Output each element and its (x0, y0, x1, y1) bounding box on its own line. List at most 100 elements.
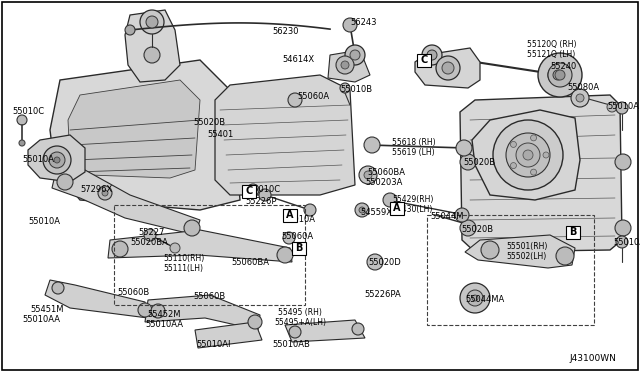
Text: 55044M: 55044M (430, 212, 463, 221)
Text: 55080A: 55080A (567, 83, 599, 92)
Circle shape (345, 45, 365, 65)
Circle shape (17, 115, 27, 125)
Circle shape (422, 45, 442, 65)
Circle shape (340, 83, 350, 93)
Circle shape (288, 93, 302, 107)
Bar (114, 205, 305, 305)
Circle shape (125, 25, 135, 35)
Text: 55020BA: 55020BA (130, 238, 168, 247)
Circle shape (248, 315, 262, 329)
Circle shape (289, 326, 301, 338)
Circle shape (615, 220, 631, 236)
Text: 55010AA: 55010AA (145, 320, 183, 329)
Circle shape (144, 47, 160, 63)
Polygon shape (50, 60, 240, 210)
Text: 55120Q (RH): 55120Q (RH) (527, 40, 577, 49)
Circle shape (102, 190, 108, 196)
Text: 55010A: 55010A (22, 155, 54, 164)
Circle shape (304, 204, 316, 216)
Circle shape (607, 102, 617, 112)
Text: 55010A: 55010A (613, 238, 640, 247)
Text: 55044MA: 55044MA (465, 295, 504, 304)
Circle shape (352, 323, 364, 335)
Circle shape (472, 295, 478, 301)
Circle shape (43, 146, 71, 174)
Circle shape (146, 16, 158, 28)
Circle shape (247, 184, 259, 196)
Text: 55495 (RH): 55495 (RH) (278, 308, 322, 317)
Text: 55010AI: 55010AI (196, 340, 230, 349)
Circle shape (467, 290, 483, 306)
Bar (566, 225, 580, 238)
Text: A: A (286, 210, 294, 220)
Text: 55111(LH): 55111(LH) (163, 264, 203, 273)
Polygon shape (145, 295, 260, 330)
Circle shape (170, 243, 180, 253)
Circle shape (364, 171, 372, 179)
Circle shape (359, 166, 377, 184)
Text: 56243: 56243 (350, 18, 376, 27)
Circle shape (364, 137, 380, 153)
Polygon shape (465, 235, 575, 268)
Text: 55010B: 55010B (340, 85, 372, 94)
Polygon shape (460, 95, 622, 252)
Circle shape (531, 135, 536, 141)
Text: 54614X: 54614X (282, 55, 314, 64)
Text: 54559X: 54559X (360, 208, 392, 217)
Circle shape (481, 241, 499, 259)
Text: 55430(LH): 55430(LH) (392, 205, 433, 214)
Text: 55226P: 55226P (245, 197, 276, 206)
Text: 55240: 55240 (550, 62, 576, 71)
Circle shape (511, 141, 516, 147)
Circle shape (538, 53, 582, 97)
Circle shape (277, 247, 293, 263)
Circle shape (350, 50, 360, 60)
Text: 55060BA: 55060BA (231, 258, 269, 267)
Text: 55452M: 55452M (147, 310, 180, 319)
Circle shape (283, 232, 295, 244)
Circle shape (543, 152, 549, 158)
Circle shape (516, 143, 540, 167)
Text: 55121Q (LH): 55121Q (LH) (527, 50, 575, 59)
Circle shape (259, 189, 271, 201)
Circle shape (367, 254, 383, 270)
Circle shape (455, 208, 469, 222)
Text: 55226PA: 55226PA (364, 290, 401, 299)
Polygon shape (415, 48, 480, 88)
Text: 55495+A(LH): 55495+A(LH) (274, 318, 326, 327)
Text: 55020B: 55020B (461, 225, 493, 234)
Circle shape (383, 193, 397, 207)
Text: 55060B: 55060B (117, 288, 149, 297)
Circle shape (140, 10, 164, 34)
Text: 55429(RH): 55429(RH) (392, 195, 433, 204)
Circle shape (523, 150, 533, 160)
Text: 55618 (RH): 55618 (RH) (392, 138, 436, 147)
Text: 55020B: 55020B (463, 158, 495, 167)
Circle shape (184, 220, 200, 236)
Polygon shape (28, 135, 85, 182)
Text: 55010AA: 55010AA (22, 315, 60, 324)
Circle shape (493, 120, 563, 190)
Polygon shape (328, 50, 370, 82)
Text: 55020B: 55020B (193, 118, 225, 127)
Circle shape (359, 207, 365, 213)
Bar (390, 202, 404, 215)
Circle shape (616, 236, 628, 248)
Polygon shape (68, 80, 200, 178)
Text: 55501(RH): 55501(RH) (506, 242, 547, 251)
Circle shape (341, 61, 349, 69)
Text: B: B (570, 227, 577, 237)
Text: C: C (245, 186, 253, 196)
Circle shape (556, 247, 574, 265)
Text: 55401: 55401 (207, 130, 233, 139)
Text: 55010A: 55010A (28, 217, 60, 226)
Circle shape (460, 154, 476, 170)
Circle shape (442, 62, 454, 74)
Circle shape (615, 154, 631, 170)
Polygon shape (195, 322, 262, 348)
Polygon shape (108, 230, 292, 262)
Circle shape (144, 229, 156, 241)
Circle shape (19, 140, 25, 146)
Text: 55227: 55227 (138, 228, 164, 237)
Text: 55060BA: 55060BA (367, 168, 405, 177)
